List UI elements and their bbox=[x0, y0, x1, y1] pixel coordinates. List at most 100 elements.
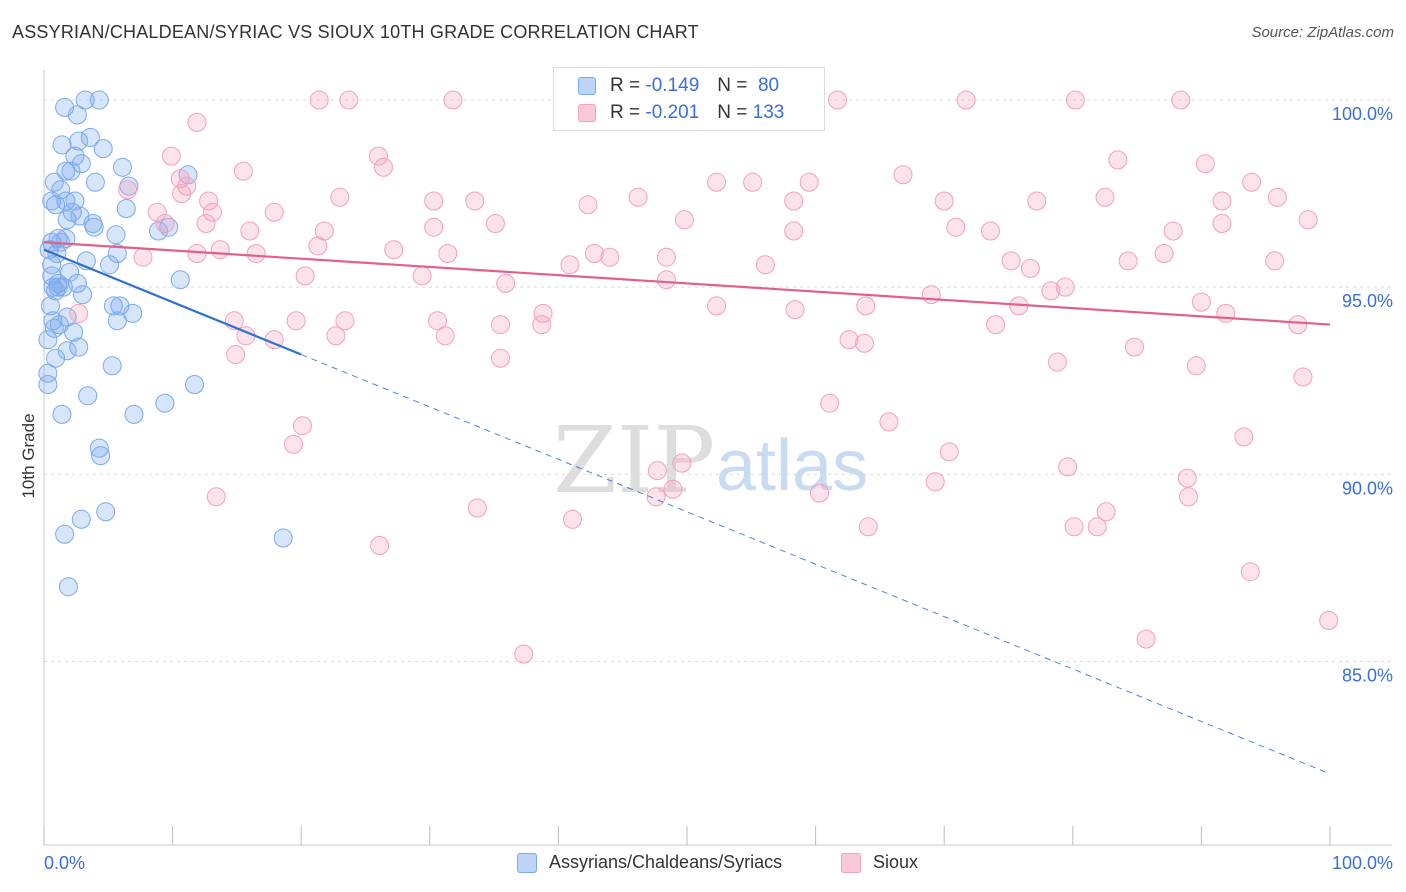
data-point bbox=[1064, 517, 1084, 537]
data-point bbox=[49, 315, 69, 335]
data-point bbox=[57, 341, 77, 361]
data-point bbox=[226, 345, 246, 364]
x-tick-label-min: 0.0% bbox=[44, 853, 85, 873]
data-point bbox=[656, 247, 676, 267]
data-point bbox=[1096, 502, 1116, 522]
series-legend-sioux[interactable]: Sioux bbox=[841, 852, 918, 873]
data-point bbox=[149, 221, 168, 241]
data-point bbox=[1179, 487, 1198, 507]
data-point bbox=[465, 191, 485, 211]
legend-row-assyrian: R = -0.149 N = 80 bbox=[578, 74, 779, 98]
data-point bbox=[1216, 303, 1236, 323]
data-point bbox=[38, 375, 58, 394]
data-point bbox=[308, 236, 328, 256]
y-tick-label: 100.0% bbox=[1332, 104, 1393, 124]
series-legend: Assyrians/Chaldeans/Syriacs Sioux bbox=[0, 852, 1406, 876]
data-point bbox=[170, 169, 190, 189]
data-point bbox=[663, 479, 683, 499]
data-point bbox=[368, 146, 388, 166]
data-point bbox=[335, 311, 355, 331]
series-swatch-sioux bbox=[841, 852, 861, 873]
data-point bbox=[286, 311, 306, 331]
y-tick-labels: 85.0% 90.0% 95.0% 100.0% bbox=[1332, 104, 1393, 686]
data-point bbox=[46, 348, 66, 368]
data-point bbox=[89, 90, 109, 110]
data-point bbox=[293, 416, 312, 436]
data-point bbox=[1163, 221, 1183, 241]
data-point bbox=[203, 202, 222, 222]
data-point bbox=[828, 90, 847, 110]
x-tick-label-max: 100.0% bbox=[1332, 853, 1393, 873]
data-point bbox=[1058, 457, 1078, 477]
series-legend-assyrian[interactable]: Assyrians/Chaldeans/Syriacs bbox=[517, 852, 782, 873]
data-point bbox=[123, 303, 143, 323]
data-point bbox=[67, 105, 87, 125]
data-point bbox=[116, 199, 136, 218]
source-label: Source: ZipAtlas.com bbox=[1251, 24, 1394, 41]
data-point bbox=[172, 184, 192, 204]
data-point bbox=[1212, 191, 1232, 211]
data-point bbox=[467, 498, 487, 518]
legend-n-label: N = bbox=[717, 102, 748, 123]
data-point bbox=[1212, 214, 1232, 233]
data-point bbox=[743, 172, 763, 192]
data-point bbox=[65, 191, 85, 211]
data-point bbox=[1087, 517, 1107, 537]
data-point bbox=[42, 191, 62, 211]
legend-n-value: 80 bbox=[757, 75, 780, 96]
data-point bbox=[1288, 315, 1308, 335]
data-point bbox=[1027, 191, 1047, 211]
data-point bbox=[1171, 90, 1191, 110]
data-point bbox=[69, 303, 89, 323]
data-point bbox=[491, 315, 510, 335]
data-point bbox=[58, 577, 78, 597]
trend-line-sioux bbox=[43, 241, 1331, 326]
data-point bbox=[61, 161, 81, 181]
data-point bbox=[1125, 337, 1144, 357]
y-tick-label: 90.0% bbox=[1342, 478, 1393, 498]
data-point bbox=[199, 191, 219, 211]
data-point bbox=[1234, 427, 1254, 447]
data-point bbox=[1195, 154, 1215, 174]
data-point bbox=[855, 333, 874, 353]
data-point bbox=[1267, 187, 1287, 207]
data-point bbox=[118, 180, 138, 200]
data-point bbox=[1041, 281, 1061, 301]
data-point bbox=[210, 240, 230, 260]
data-point bbox=[44, 318, 64, 338]
series-legend-label: Assyrians/Chaldeans/Syriacs bbox=[549, 852, 783, 872]
data-point bbox=[124, 404, 144, 424]
legend-n-label: N = bbox=[717, 75, 748, 96]
trend-line-assyrian-extension bbox=[301, 354, 1331, 775]
data-point bbox=[103, 296, 123, 316]
data-point bbox=[43, 277, 63, 297]
data-point bbox=[578, 195, 598, 215]
data-point bbox=[799, 172, 819, 192]
data-point bbox=[71, 154, 91, 174]
data-point bbox=[48, 277, 68, 297]
data-point bbox=[155, 214, 175, 233]
data-point bbox=[1047, 352, 1067, 372]
data-point bbox=[69, 337, 89, 357]
data-point bbox=[514, 644, 534, 664]
data-point bbox=[196, 214, 216, 233]
legend-n-value: 133 bbox=[752, 102, 785, 123]
data-point bbox=[93, 139, 113, 159]
watermark: ZIP atlas bbox=[553, 407, 868, 514]
data-point bbox=[246, 244, 266, 263]
data-point bbox=[42, 255, 62, 275]
data-point bbox=[986, 315, 1006, 335]
data-point bbox=[438, 244, 458, 263]
data-point bbox=[46, 195, 66, 215]
data-point bbox=[879, 412, 899, 432]
watermark-zip: ZIP bbox=[553, 407, 715, 514]
data-point bbox=[925, 472, 945, 492]
data-point bbox=[1095, 187, 1115, 207]
legend-r-label: R = bbox=[610, 102, 641, 123]
data-point bbox=[1177, 468, 1197, 488]
data-point bbox=[91, 446, 111, 466]
axes-layer bbox=[43, 70, 1392, 846]
data-point bbox=[784, 221, 804, 241]
data-point bbox=[264, 202, 284, 222]
